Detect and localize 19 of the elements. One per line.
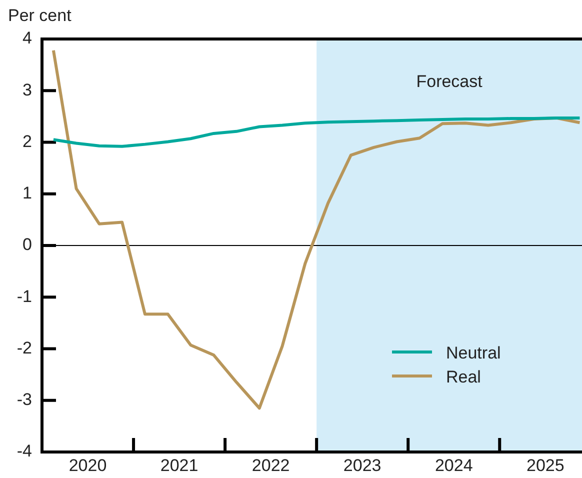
y-tick-label: -1 — [16, 286, 32, 306]
y-tick-label: 0 — [22, 235, 32, 254]
x-tick-label: 2024 — [434, 456, 473, 475]
x-tick-label: 2023 — [343, 456, 382, 475]
y-axis-title: Per cent — [8, 6, 72, 26]
x-tick-label: 2020 — [68, 456, 107, 475]
y-tick-label: 3 — [22, 80, 32, 100]
band-label: Forecast — [416, 72, 483, 91]
y-tick-label: 4 — [22, 28, 32, 48]
y-tick-label: -3 — [16, 390, 32, 410]
y-tick-label: -2 — [16, 338, 32, 358]
y-tick-label: 1 — [22, 184, 32, 203]
y-tick-label: -4 — [16, 442, 32, 461]
legend-label: Neutral — [446, 344, 501, 363]
x-tick-label: 2025 — [526, 456, 564, 475]
x-tick-label: 2021 — [160, 456, 198, 475]
y-tick-label: 2 — [22, 132, 32, 151]
legend-label: Real — [446, 368, 481, 387]
x-tick-label: 2022 — [252, 456, 290, 475]
